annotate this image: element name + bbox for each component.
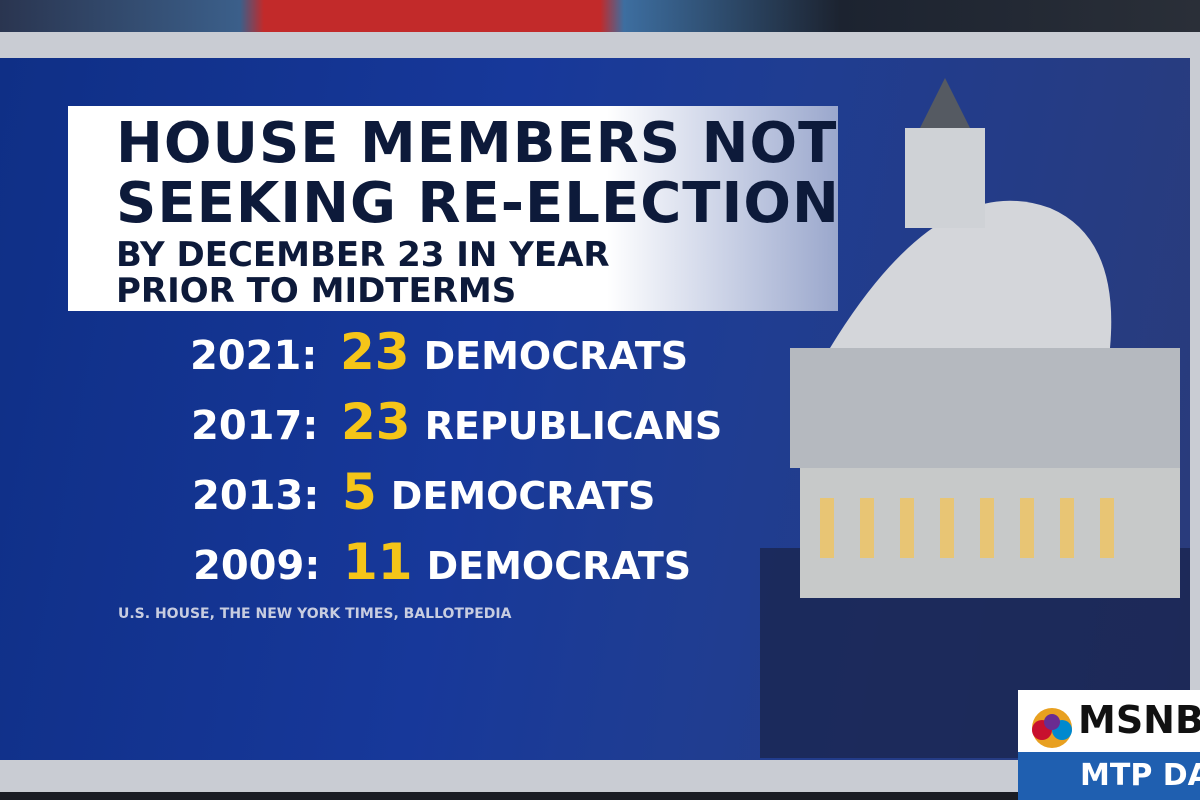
- subtitle-line: PRIOR TO MIDTERMS: [116, 271, 517, 311]
- network-logo: MSNBC MTP DAILY: [1018, 690, 1200, 800]
- title-line: HOUSE MEMBERS NOT: [116, 111, 838, 176]
- count: 11: [343, 533, 413, 591]
- subtitle-line: BY DECEMBER 23 IN YEAR: [116, 235, 610, 275]
- background-strip: [0, 0, 1200, 32]
- stat-row: 2009: 11 DEMOCRATS: [193, 533, 691, 591]
- stat-row: 2021: 23 DEMOCRATS: [190, 323, 688, 381]
- network-name: MSNBC: [1078, 698, 1200, 742]
- stat-row: 2013: 5 DEMOCRATS: [192, 463, 655, 521]
- year: 2021:: [190, 333, 318, 379]
- party: DEMOCRATS: [426, 544, 692, 588]
- count: 5: [342, 463, 377, 521]
- year: 2017:: [191, 403, 319, 449]
- stat-row: 2017: 23 REPUBLICANS: [191, 393, 722, 451]
- count: 23: [341, 393, 411, 451]
- show-name: MTP DAILY: [1018, 752, 1200, 800]
- year: 2013:: [192, 473, 320, 519]
- party: REPUBLICANS: [424, 404, 723, 448]
- title-line: SEEKING RE-ELECTION: [116, 171, 840, 236]
- count: 23: [340, 323, 410, 381]
- party: DEMOCRATS: [390, 474, 656, 518]
- source-note: U.S. HOUSE, THE NEW YORK TIMES, BALLOTPE…: [118, 606, 512, 622]
- party: DEMOCRATS: [423, 334, 689, 378]
- title-band: HOUSE MEMBERS NOT SEEKING RE-ELECTION BY…: [68, 106, 840, 311]
- graphic-screen: HOUSE MEMBERS NOT SEEKING RE-ELECTION BY…: [0, 58, 1190, 760]
- year: 2009:: [193, 543, 321, 589]
- capitol-image: [760, 78, 1190, 758]
- peacock-icon: [1032, 708, 1072, 748]
